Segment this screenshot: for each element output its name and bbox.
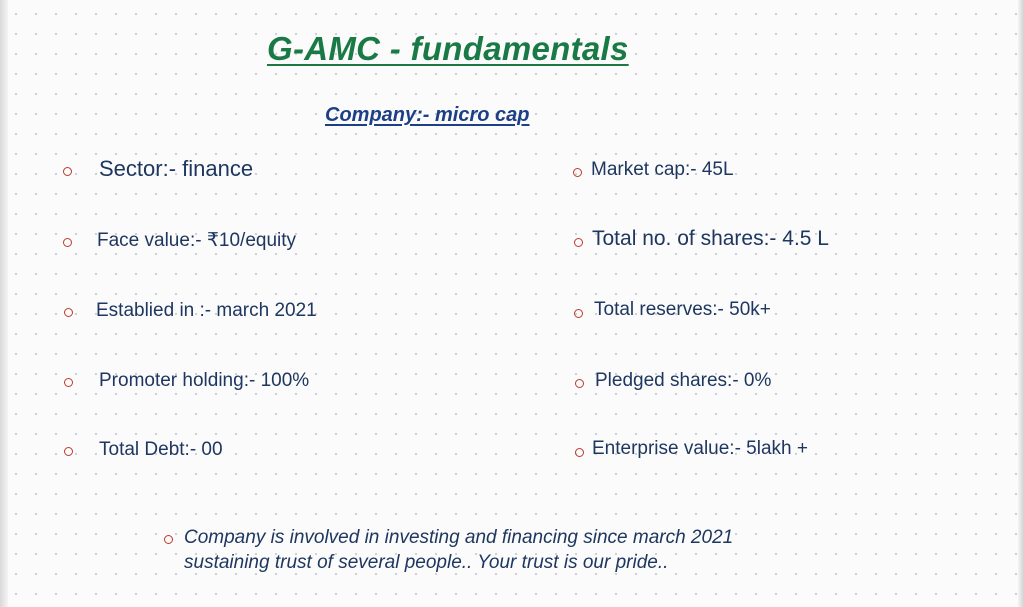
total-debt-item: Total Debt:- 00 — [99, 439, 223, 460]
bullet-icon — [573, 168, 582, 177]
total-reserves-item: Total reserves:- 50k+ — [594, 299, 771, 320]
bullet-icon — [575, 448, 584, 457]
bullet-icon — [64, 447, 73, 456]
total-shares-item: Total no. of shares:- 4.5 L — [592, 227, 829, 250]
page-edge-right — [1018, 0, 1024, 607]
bullet-icon — [574, 309, 583, 318]
bullet-icon — [63, 167, 72, 176]
company-type-heading: Company:- micro cap — [325, 104, 530, 126]
face-value-item: Face value:- ₹10/equity — [97, 230, 297, 251]
sector-item: Sector:- finance — [99, 156, 254, 181]
pledged-shares-item: Pledged shares:- 0% — [595, 370, 772, 391]
enterprise-value-item: Enterprise value:- 5lakh + — [592, 438, 808, 459]
statement-line-2: sustaining trust of several people.. You… — [184, 552, 669, 573]
bullet-icon — [575, 379, 584, 388]
bullet-icon — [574, 238, 583, 247]
promoter-holding-item: Promoter holding:- 100% — [99, 370, 310, 391]
market-cap-item: Market cap:- 45L — [591, 159, 734, 180]
page-edge-left — [0, 0, 8, 607]
bullet-icon — [64, 378, 73, 387]
established-item: Establied in :- march 2021 — [96, 300, 317, 321]
statement-line-1: Company is involved in investing and fin… — [184, 527, 734, 548]
page-title: G-AMC - fundamentals — [267, 30, 629, 67]
company-statement: Company is involved in investing and fin… — [184, 525, 733, 575]
bullet-icon — [64, 308, 73, 317]
bullet-icon — [63, 238, 72, 247]
bullet-icon — [164, 535, 173, 544]
